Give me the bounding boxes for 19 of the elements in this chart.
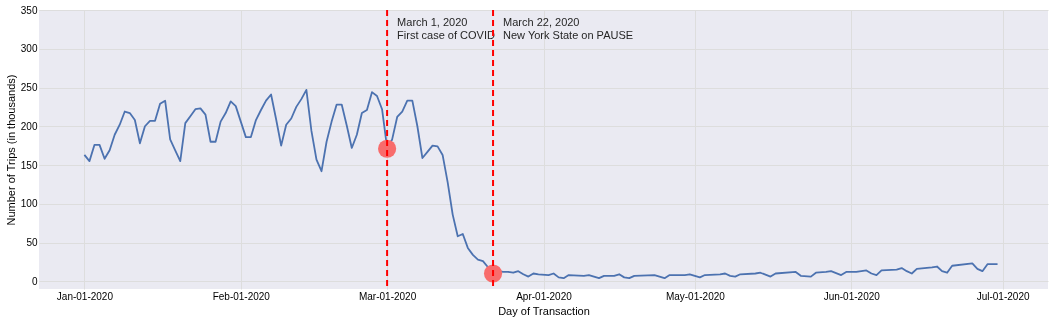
ref-line-label: March 1, 2020 First case of COVID (397, 16, 495, 41)
y-tick-label: 150 (20, 159, 38, 171)
y-tick-label: 350 (20, 4, 38, 16)
y-tick-label: 200 (20, 120, 38, 132)
x-tick-label: Jan-01-2020 (56, 290, 114, 302)
y-tick-label: 0 (31, 275, 38, 287)
y-tick-label: 50 (26, 237, 38, 248)
y-tick-label: 250 (20, 82, 38, 93)
x-tick-label: Apr-01-2020 (516, 290, 573, 302)
y-tick-label: 100 (20, 198, 38, 210)
x-tick-label: Feb-01-2020 (212, 290, 271, 302)
ref-line-label: March 22, 2020 New York State on PAUSE (503, 16, 634, 41)
x-tick-label: Jul-01-2020 (976, 290, 1030, 302)
y-axis-title: Number of Trips (in thousands) (4, 74, 17, 226)
x-axis-title: Day of Transaction (498, 304, 590, 317)
x-tick-label: May-01-2020 (665, 290, 726, 302)
x-tick-label: Mar-01-2020 (358, 290, 417, 302)
x-tick-label: Jun-01-2020 (823, 290, 881, 302)
y-tick-label: 300 (20, 43, 38, 55)
